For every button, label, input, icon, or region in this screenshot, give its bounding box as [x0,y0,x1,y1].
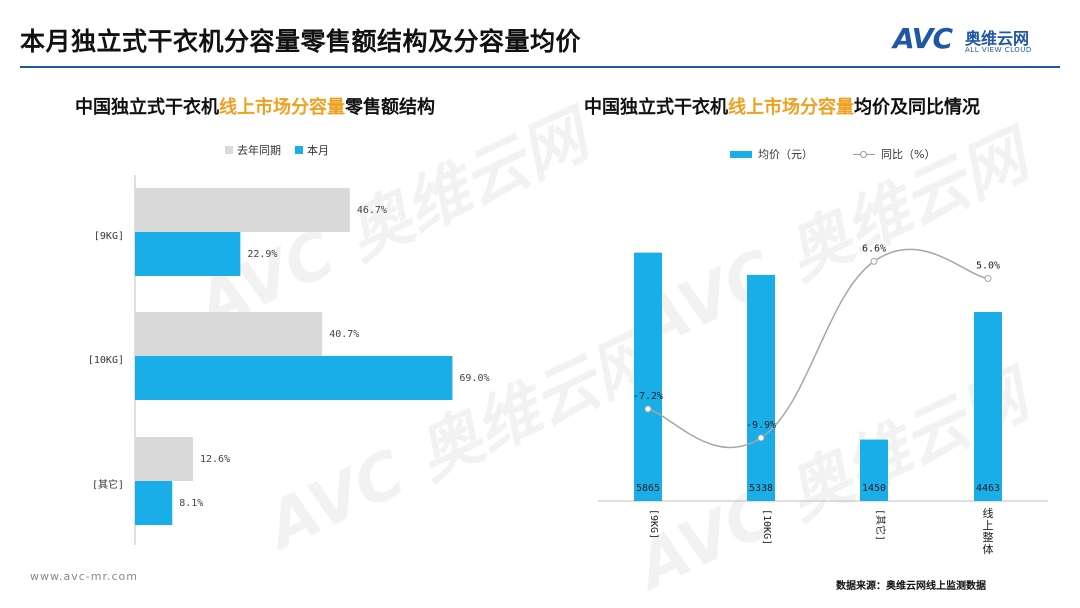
legend-swatch [730,150,752,158]
page-title: 本月独立式干衣机分容量零售额结构及分容量均价 [20,27,582,56]
data-label: 8.1% [179,498,203,509]
bar [634,252,662,501]
yoy-label: 6.6% [862,243,886,254]
logo-en: ALL VIEW CLOUD [965,46,1032,54]
bar-value-label: 5865 [636,483,660,494]
category-label: [10KG] [761,509,772,545]
data-label: 12.6% [200,454,230,465]
yoy-label: 5.0% [976,261,1000,272]
legend-item-last-year: 去年同期 [225,142,281,158]
right-chart-title: 中国独立式干衣机线上市场分容量均价及同比情况 [584,93,980,119]
bar-value-label: 5338 [749,483,773,494]
logo-main: AVC [893,22,953,55]
legend-item-this-month: 本月 [295,142,329,158]
category-label-char: 整 [983,530,994,544]
category-label: [9KG] [648,509,659,539]
legend-label: 均价（元） [758,148,813,161]
left-title-prefix: 中国独立式干衣机 [75,97,219,118]
left-title-suffix: 零售额结构 [345,97,435,118]
data-label: 40.7% [329,329,359,340]
bar [860,439,888,501]
legend-swatch [295,146,303,154]
right-legend: 均价（元） 同比（%） [730,146,949,162]
bar [135,232,241,276]
left-title-highlight: 线上市场分容量 [219,97,345,118]
bar [135,481,173,525]
right-combo-chart: 5865 [9KG] 5338 [10KG] 1450 [其它] 4463 线上整体 -7.2%… [598,243,1048,556]
left-legend: 去年同期 本月 [225,142,343,158]
left-chart-title: 中国独立式干衣机线上市场分容量零售额结构 [75,93,435,119]
yoy-point [757,434,765,442]
bar [135,437,193,481]
yoy-point [644,405,652,413]
yoy-label: -7.2% [633,391,663,402]
right-title-prefix: 中国独立式干衣机 [584,97,728,118]
category-label-char: 上 [983,519,994,532]
category-label: [10KG] [88,355,124,366]
category-label: 线上整体 [983,506,994,556]
legend-label: 去年同期 [237,144,281,157]
right-title-suffix: 均价及同比情况 [854,97,980,118]
footer-url: www.avc-mr.com [30,570,138,583]
yoy-label: -9.9% [746,420,776,431]
data-label: 69.0% [459,373,489,384]
bar [135,312,323,356]
category-label-char: 线 [983,506,994,520]
right-title-highlight: 线上市场分容量 [728,97,854,118]
title-rule [20,66,1060,68]
legend-label: 本月 [307,144,329,157]
data-source: 数据来源：奥维云网线上监测数据 [836,581,986,592]
bar [135,356,453,400]
legend-item-price: 均价（元） [730,146,813,162]
data-label: 46.7% [357,205,387,216]
category-label: [其它] [92,478,124,491]
left-bar-chart: [9KG] 46.7% 22.9% [10KG] 40.7% 69.0% [其它] 12.6%… [88,175,490,545]
category-label-char: 体 [983,542,994,556]
category-label: [其它] [874,509,887,541]
bar [747,274,775,501]
category-label: [9KG] [94,231,124,242]
yoy-line [647,248,989,449]
legend-item-yoy: 同比（%） [853,146,935,162]
logo-cn: 奥维云网 [965,29,1030,48]
legend-swatch [225,146,233,154]
bar-value-label: 1450 [862,483,886,494]
bar [135,188,350,232]
data-label: 22.9% [247,249,277,260]
legend-swatch [853,149,875,159]
bar-value-label: 4463 [976,483,1000,494]
brand-logo: AVC 奥维云网 ALL VIEW CLOUD [893,22,1063,60]
yoy-point [984,275,992,282]
bar [974,311,1002,501]
legend-label: 同比（%） [881,148,936,161]
yoy-point [870,257,878,265]
